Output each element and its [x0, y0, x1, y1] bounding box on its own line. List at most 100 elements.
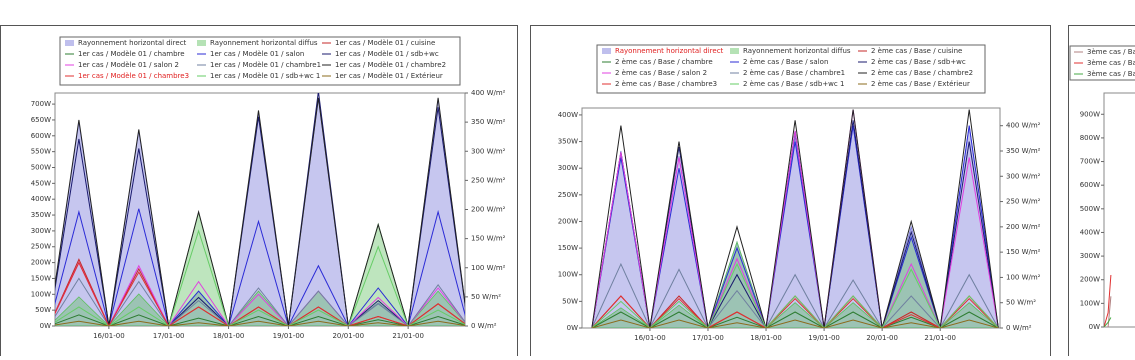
y-tick-label: 50W [35, 306, 51, 314]
legend-label: Rayonnement horizontal diffus [210, 39, 318, 47]
legend-label: 1er cas / Modèle 01 / cuisine [335, 39, 435, 47]
y2-tick-label: 200 W/m² [471, 206, 506, 214]
y-tick-label: 0W [567, 324, 578, 332]
y2-tick-label: 200 W/m² [1006, 223, 1041, 231]
y2-tick-label: 250 W/m² [1006, 198, 1041, 206]
plot-area [1104, 93, 1135, 327]
legend-label: 1er cas / Modèle 01 / sdb+wc 1 [210, 72, 320, 80]
x-tick-label: 19/01-00 [808, 334, 840, 342]
y2-tick-label: 400 W/m² [1006, 122, 1041, 130]
y-tick-label: 200W [1080, 276, 1100, 284]
y-tick-label: 0W [40, 322, 51, 330]
y-tick-label: 900W [1080, 110, 1100, 118]
legend-swatch [65, 40, 74, 46]
y2-tick-label: 350 W/m² [471, 118, 506, 126]
y2-tick-label: 0 W/m² [471, 322, 497, 330]
legend-label: 1er cas / Modèle 01 / Extérieur [335, 72, 443, 80]
chart-panel: 0W 100W 200W 300W 400W 500W 600W 700W 800W 900W 3è… [1069, 26, 1135, 357]
legend-label: 1er cas / Modèle 01 / chambre [78, 50, 185, 58]
chart-panel: 0W 50W 100W 150W 200W 250W 300W 350W 400W 0 W/m² 5… [531, 26, 1051, 357]
legend-label: 2 ème cas / Base / chambre1 [743, 69, 845, 77]
x-tick-label: 17/01-00 [692, 334, 724, 342]
legend-label: 2 ème cas / Base / chambre [615, 58, 713, 66]
y2-tick-label: 0 W/m² [1006, 324, 1032, 332]
legend-label: Rayonnement horizontal direct [78, 39, 187, 47]
y-tick-label: 600W [31, 132, 51, 140]
legend-label: 1er cas / Modèle 01 / chambre3 [78, 72, 189, 80]
x-tick-label: 20/01-00 [332, 332, 364, 340]
legend-label: 3ème cas / Ba [1087, 70, 1135, 78]
y-tick-label: 150W [31, 274, 51, 282]
y2-tick-label: 400 W/m² [471, 89, 506, 97]
legend-label: 1er cas / Modèle 01 / chambre1 [210, 61, 321, 69]
legend-swatch [730, 48, 739, 54]
y-tick-label: 400W [31, 195, 51, 203]
legend-label: 2 ème cas / Base / chambre2 [871, 69, 973, 77]
y-tick-label: 550W [31, 148, 51, 156]
y-tick-label: 50W [562, 297, 578, 305]
y-tick-label: 100W [558, 271, 578, 279]
legend-label: 2 ème cas / Base / salon [743, 58, 828, 66]
legend-swatch [602, 48, 611, 54]
y-tick-label: 450W [31, 179, 51, 187]
y-tick-label: 650W [31, 116, 51, 124]
chart-panel: 0W 50W 100W 150W 200W 250W 300W 350W 400W 450W 500… [1, 26, 518, 357]
y2-tick-label: 300 W/m² [471, 147, 506, 155]
y-tick-label: 200W [31, 259, 51, 267]
legend-label: 3ème cas / Ba [1087, 59, 1135, 67]
y2-tick-label: 50 W/m² [471, 293, 501, 301]
y-tick-label: 300W [1080, 252, 1100, 260]
y2-tick-label: 150 W/m² [1006, 248, 1041, 256]
legend-label: 1er cas / Modèle 01 / chambre2 [335, 61, 446, 69]
y-tick-label: 800W [1080, 134, 1100, 142]
legend-label: 1er cas / Modèle 01 / sdb+wc [335, 50, 439, 58]
y-tick-label: 600W [1080, 181, 1100, 189]
legend-label: 1er cas / Modèle 01 / salon [210, 50, 304, 58]
legend-label: 1er cas / Modèle 01 / salon 2 [78, 61, 179, 69]
y2-tick-label: 50 W/m² [1006, 299, 1036, 307]
y-tick-label: 250W [558, 191, 578, 199]
x-tick-label: 17/01-00 [153, 332, 185, 340]
x-tick-label: 20/01-00 [866, 334, 898, 342]
y2-tick-label: 100 W/m² [471, 264, 506, 272]
y-tick-label: 300W [31, 227, 51, 235]
y-tick-label: 500W [1080, 205, 1100, 213]
x-tick-label: 16/01-00 [93, 332, 125, 340]
y-tick-label: 400W [1080, 228, 1100, 236]
y-tick-label: 250W [31, 243, 51, 251]
legend-label: 2 ème cas / Base / sdb+wc 1 [743, 80, 844, 88]
y-tick-label: 400W [558, 111, 578, 119]
y-tick-label: 700W [31, 100, 51, 108]
legend-label: 2 ème cas / Base / chambre3 [615, 80, 717, 88]
legend-label: Rayonnement horizontal diffus [743, 47, 851, 55]
y-tick-label: 100W [1080, 299, 1100, 307]
y-tick-label: 700W [1080, 158, 1100, 166]
y-tick-label: 350W [558, 138, 578, 146]
y2-tick-label: 100 W/m² [1006, 273, 1041, 281]
x-tick-label: 18/01-00 [213, 332, 245, 340]
x-tick-label: 21/01-00 [392, 332, 424, 340]
y2-tick-label: 250 W/m² [471, 176, 506, 184]
x-tick-label: 16/01-00 [634, 334, 666, 342]
x-tick-label: 21/01-00 [924, 334, 956, 342]
y2-tick-label: 150 W/m² [471, 235, 506, 243]
legend-label: 2 ème cas / Base / Extérieur [871, 80, 970, 88]
y-tick-label: 200W [558, 217, 578, 225]
y2-tick-label: 300 W/m² [1006, 172, 1041, 180]
legend-swatch [197, 40, 206, 46]
y-tick-label: 500W [31, 163, 51, 171]
y-tick-label: 350W [31, 211, 51, 219]
y-tick-label: 300W [558, 164, 578, 172]
y-tick-label: 0W [1089, 323, 1100, 331]
legend-label: Rayonnement horizontal direct [615, 47, 724, 55]
legend-label: 2 ème cas / Base / cuisine [871, 47, 962, 55]
legend-label: 2 ème cas / Base / salon 2 [615, 69, 707, 77]
x-tick-label: 19/01-00 [273, 332, 305, 340]
y-tick-label: 150W [558, 244, 578, 252]
x-tick-label: 18/01-00 [750, 334, 782, 342]
y-tick-label: 100W [31, 290, 51, 298]
legend-label: 3ème cas / Ba [1087, 48, 1135, 56]
y2-tick-label: 350 W/m² [1006, 147, 1041, 155]
legend-label: 2 ème cas / Base / sdb+wc [871, 58, 966, 66]
